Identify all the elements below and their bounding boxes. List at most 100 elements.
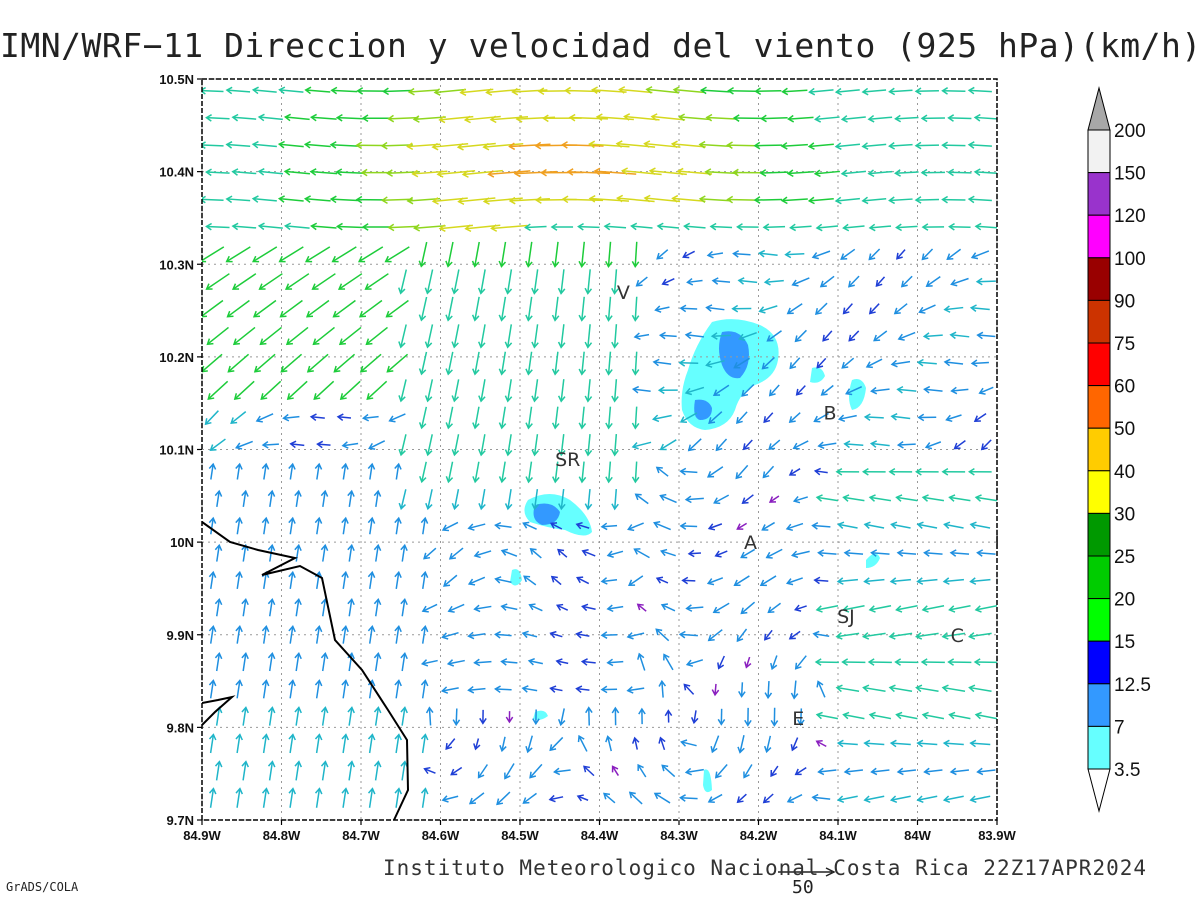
colorbar-label: 15 bbox=[1114, 632, 1135, 653]
wind-vector bbox=[231, 113, 257, 122]
wind-vector bbox=[738, 331, 757, 341]
wind-vector bbox=[822, 330, 833, 342]
wind-vector bbox=[658, 736, 666, 751]
wind-vector bbox=[683, 222, 706, 231]
wind-vector bbox=[320, 543, 329, 562]
wind-vector bbox=[529, 547, 542, 559]
wind-vector bbox=[551, 296, 560, 322]
wind-vector bbox=[504, 489, 513, 511]
wind-vector bbox=[578, 296, 587, 322]
wind-vector bbox=[840, 248, 856, 260]
wind-vector bbox=[284, 273, 310, 290]
shading-cell bbox=[810, 367, 825, 383]
wind-vector bbox=[207, 380, 229, 401]
wind-vector bbox=[707, 523, 723, 531]
wind-vector bbox=[479, 709, 487, 725]
wind-vector bbox=[946, 248, 962, 261]
wind-vector bbox=[231, 222, 257, 231]
wind-vector bbox=[890, 359, 911, 368]
wind-vector bbox=[947, 168, 972, 177]
wind-vector bbox=[815, 604, 839, 613]
colorbar-label: 25 bbox=[1114, 547, 1135, 568]
wind-vector bbox=[789, 357, 801, 370]
wind-vector bbox=[499, 736, 507, 753]
wind-vector bbox=[817, 767, 837, 776]
wind-vector bbox=[643, 194, 681, 203]
wind-vector bbox=[522, 521, 537, 530]
wind-vector bbox=[835, 467, 860, 476]
wind-vector bbox=[549, 736, 564, 752]
lon-tick-label: 84.7W bbox=[342, 828, 380, 843]
wind-vector bbox=[364, 273, 389, 290]
wind-vector bbox=[312, 326, 335, 346]
wind-vector bbox=[914, 196, 940, 204]
wind-vector bbox=[770, 655, 778, 671]
wind-vector bbox=[889, 577, 911, 585]
wind-vector bbox=[888, 684, 913, 693]
wind-vector bbox=[418, 296, 428, 322]
wind-vector bbox=[406, 196, 441, 205]
wind-vector bbox=[605, 351, 613, 376]
wind-vector bbox=[288, 625, 296, 644]
wind-vector bbox=[241, 489, 249, 507]
wind-vector bbox=[896, 767, 916, 776]
wind-vector bbox=[820, 384, 834, 396]
wind-vector bbox=[202, 86, 224, 95]
wind-vector bbox=[841, 357, 855, 369]
wind-vector bbox=[973, 658, 997, 666]
wind-vector bbox=[498, 241, 507, 268]
wind-vector bbox=[494, 685, 512, 694]
colorbar-label: 90 bbox=[1114, 291, 1135, 312]
wind-vector bbox=[531, 269, 539, 295]
wind-vector bbox=[941, 141, 966, 150]
wind-vector bbox=[893, 303, 908, 315]
wind-vector bbox=[948, 711, 971, 720]
wind-vector bbox=[949, 331, 970, 340]
wind-vector bbox=[251, 86, 277, 95]
wind-vector bbox=[329, 141, 358, 149]
wind-vector bbox=[551, 241, 560, 268]
wind-vector bbox=[341, 625, 349, 644]
wind-vector bbox=[357, 246, 384, 263]
wind-vector bbox=[680, 739, 697, 747]
wind-vector bbox=[897, 331, 916, 341]
wind-vector bbox=[895, 711, 918, 720]
wind-vector bbox=[202, 299, 224, 318]
wind-vector bbox=[611, 434, 619, 457]
wind-vector bbox=[260, 380, 282, 401]
wind-vector bbox=[504, 324, 513, 349]
wind-vector bbox=[367, 516, 376, 535]
wind-vector bbox=[690, 710, 699, 725]
wind-vector bbox=[529, 763, 543, 779]
wind-vector bbox=[304, 246, 331, 263]
footer-credit: Instituto Meteorologico Nacional Costa R… bbox=[383, 856, 1148, 880]
wind-vector bbox=[498, 406, 507, 430]
wind-vector bbox=[419, 461, 427, 484]
wind-vector bbox=[205, 273, 230, 290]
wind-vector bbox=[945, 414, 962, 423]
wind-vector bbox=[277, 195, 304, 203]
wind-vector bbox=[759, 169, 789, 177]
wind-vector bbox=[762, 223, 786, 232]
wind-vector bbox=[588, 140, 630, 149]
colorbar-label: 50 bbox=[1114, 419, 1135, 440]
wind-vector bbox=[685, 659, 704, 667]
wind-vector bbox=[760, 114, 788, 123]
wind-vector bbox=[758, 305, 778, 314]
wind-vector bbox=[233, 380, 255, 401]
wind-vector bbox=[807, 196, 834, 205]
wind-vector bbox=[367, 462, 376, 480]
wind-vector bbox=[202, 246, 225, 263]
wind-vector bbox=[843, 549, 864, 557]
wind-vector bbox=[384, 246, 410, 263]
wind-vector bbox=[225, 86, 251, 95]
wind-vector bbox=[894, 169, 919, 177]
wind-vector bbox=[580, 658, 596, 666]
city-label: A bbox=[744, 532, 757, 554]
wind-vector bbox=[420, 659, 438, 667]
wind-vector bbox=[277, 140, 304, 149]
wind-vector bbox=[467, 631, 486, 640]
wind-vector bbox=[740, 548, 756, 559]
lat-tick-label: 10.4N bbox=[159, 165, 194, 180]
wind-vector bbox=[949, 767, 969, 776]
